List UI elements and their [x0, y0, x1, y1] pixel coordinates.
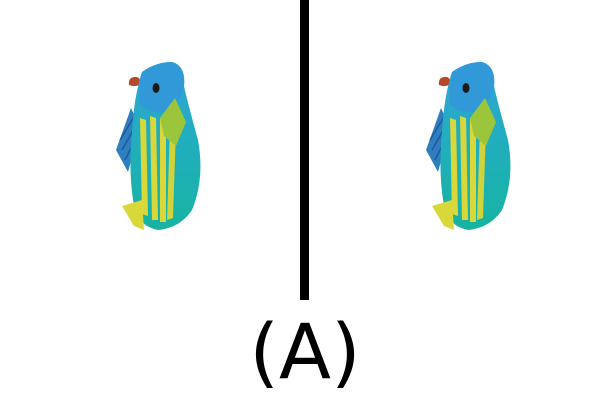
left-panel — [0, 0, 300, 300]
tropical-fish-icon — [425, 61, 512, 231]
tropical-fish-icon — [115, 61, 202, 231]
panel-divider — [300, 0, 309, 300]
figure-label: (A) — [249, 307, 361, 396]
right-panel — [310, 0, 610, 300]
